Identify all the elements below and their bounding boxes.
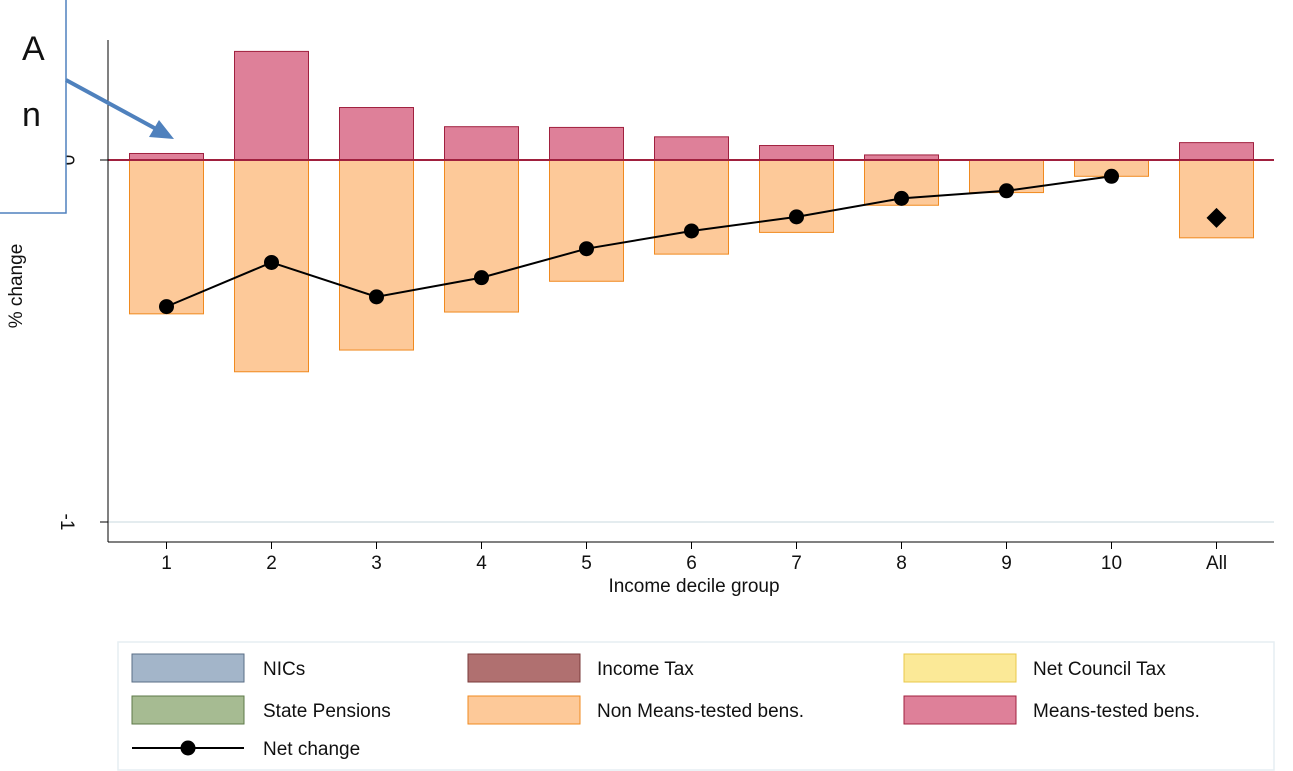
bar-means-tested-bens--5 [549, 126, 624, 161]
legend-swatch-state-pensions [131, 695, 245, 725]
legend-swatch-net-change-marker [180, 740, 196, 756]
callout: A n [0, 0, 174, 214]
x-tick-label: 1 [161, 553, 172, 574]
bar-means-tested-bens--4 [444, 126, 519, 161]
bar-means-tested-bens--6 [654, 136, 729, 161]
legend-label: State Pensions [263, 701, 391, 722]
legend-label: Means-tested bens. [1033, 701, 1200, 722]
legend-swatch-net-council-tax [903, 653, 1017, 683]
x-tick-label: 9 [1001, 553, 1012, 574]
bar-means-tested-bens--3 [339, 107, 414, 161]
x-tick-label: 6 [686, 553, 697, 574]
net-change-line [166, 175, 1112, 308]
callout-arrow-shaft [65, 78, 159, 132]
x-tick-label: 2 [266, 553, 277, 574]
net-change-point-1 [159, 299, 174, 315]
net-change-point-6 [684, 223, 699, 239]
bar-means-tested-bens--2 [234, 50, 309, 161]
x-tick-label: 5 [581, 553, 592, 574]
bar-non-means-tested-bens--5 [549, 159, 624, 282]
x-tick-label: All [1206, 553, 1227, 574]
net-change-point-9 [999, 183, 1014, 199]
callout-text-line-2: n [22, 96, 41, 134]
callout-arrow-head [149, 120, 174, 139]
legend-label: Net change [263, 739, 360, 760]
callout-text-line-1: A [22, 30, 45, 68]
net-change-point-5 [579, 241, 594, 257]
legend-label: NICs [263, 659, 305, 680]
legend-swatch-income-tax [467, 653, 581, 683]
net-change-point-7 [789, 209, 804, 225]
y-axis-title: % change [6, 244, 27, 329]
x-tick-label: 8 [896, 553, 907, 574]
x-tick-label: 10 [1101, 553, 1122, 574]
net-change-point-8 [894, 190, 909, 206]
x-tick-label: 3 [371, 553, 382, 574]
bar-non-means-tested-bens--3 [339, 159, 414, 351]
legend-box [117, 641, 1275, 771]
legend-label: Non Means-tested bens. [597, 701, 804, 722]
callout-box [0, 0, 67, 214]
net-change-line-layer [159, 168, 1227, 315]
legend-swatch-means-tested-bens- [903, 695, 1017, 725]
zero-line-layer [108, 159, 1274, 523]
net-change-point-all [1206, 207, 1227, 228]
bar-non-means-tested-bens--6 [654, 159, 729, 255]
bar-non-means-tested-bens--1 [129, 159, 204, 315]
legend: NICs Income Tax Net Council Tax State Pensi… [117, 641, 1275, 771]
legend-label: Income Tax [597, 659, 694, 680]
x-tick-label: 7 [791, 553, 802, 574]
y-tick-label: -1 [56, 514, 77, 531]
net-change-point-4 [474, 270, 489, 286]
net-change-point-10 [1104, 168, 1119, 184]
x-axis-title: Income decile group [608, 576, 779, 597]
net-change-point-3 [369, 289, 384, 305]
legend-swatch-nics [131, 653, 245, 683]
bar-non-means-tested-bens--4 [444, 159, 519, 313]
x-tick-label: 4 [476, 553, 487, 574]
legend-swatch-non-means-tested-bens- [467, 695, 581, 725]
bars-layer [129, 50, 1254, 373]
net-change-point-2 [264, 254, 279, 270]
bar-means-tested-bens--all [1179, 142, 1254, 161]
bar-means-tested-bens--7 [759, 145, 834, 161]
legend-label: Net Council Tax [1033, 659, 1166, 680]
